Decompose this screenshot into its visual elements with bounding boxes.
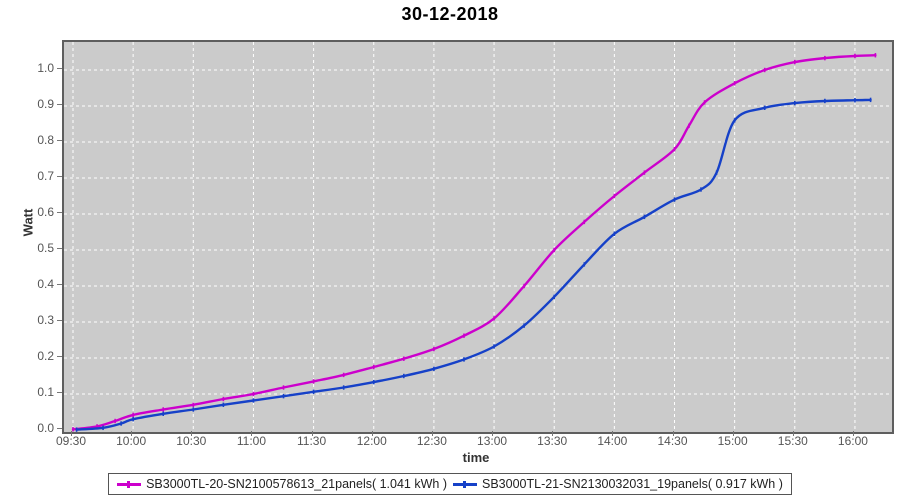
y-tick-label: 0.2: [37, 349, 54, 363]
x-tickmark: [612, 431, 614, 436]
x-tickmark: [552, 431, 554, 436]
y-axis-title: Watt: [20, 208, 36, 237]
y-tick-label: 1.0: [37, 61, 54, 75]
y-tickmark: [57, 176, 62, 177]
y-tickmark: [57, 140, 62, 141]
series-line-0: [71, 54, 877, 431]
series-0-color-swatch: [117, 480, 142, 488]
x-tick-label: 12:00: [356, 434, 387, 448]
x-tick-label: 10:00: [116, 434, 147, 448]
plot-area: [62, 40, 894, 434]
legend-label-inverter-21: SB3000TL-21-SN2130032031_19panels( 0.917…: [482, 477, 783, 491]
plot-canvas: [64, 42, 892, 432]
chart-title: 30-12-2018: [401, 4, 499, 24]
y-tick-label: 0.7: [37, 169, 54, 183]
y-tick-label: 0.8: [37, 133, 54, 147]
y-tickmark: [57, 68, 62, 69]
x-tickmark: [492, 431, 494, 436]
x-tick-label: 11:30: [297, 434, 327, 448]
x-tickmark: [311, 431, 313, 436]
x-tick-label: 13:00: [477, 434, 508, 448]
x-tick-label: 14:30: [657, 434, 688, 448]
y-tick-label: 0.0: [37, 421, 54, 435]
x-axis-title: time: [462, 450, 490, 465]
x-tickmark: [71, 431, 72, 436]
y-tick-label: 0.3: [37, 313, 54, 327]
legend-item-inverter-21: SB3000TL-21-SN2130032031_19panels( 0.917…: [453, 477, 783, 491]
legend-item-inverter-20: SB3000TL-20-SN2100578613_21panels( 1.041…: [117, 477, 447, 491]
y-tickmark: [57, 212, 62, 213]
x-tickmark: [732, 431, 734, 436]
y-tickmark: [57, 248, 62, 249]
y-tickmark: [57, 320, 62, 321]
y-tick-label: 0.5: [37, 241, 54, 255]
y-tickmark: [57, 392, 62, 393]
y-tick-label: 0.4: [37, 277, 54, 291]
series-1-color-swatch: [453, 480, 477, 488]
y-tick-label: 0.1: [37, 385, 54, 399]
y-tick-label: 0.9: [37, 97, 54, 111]
x-tickmark: [852, 431, 854, 436]
x-tick-label: 11:00: [236, 434, 266, 448]
legend-label-inverter-20: SB3000TL-20-SN2100578613_21panels( 1.041…: [146, 477, 447, 491]
y-tick-label: 0.6: [37, 205, 54, 219]
y-tickmark: [57, 104, 62, 105]
x-tickmark: [131, 431, 133, 436]
x-tickmark: [792, 431, 794, 436]
x-tick-label: 14:00: [597, 434, 628, 448]
x-tick-label: 09:30: [55, 434, 87, 448]
x-tickmark: [672, 431, 674, 436]
x-tick-label: 12:30: [416, 434, 447, 448]
y-tickmark: [57, 428, 62, 429]
x-tickmark: [251, 431, 253, 436]
series-line-1: [75, 98, 872, 431]
x-tick-label: 13:30: [537, 434, 568, 448]
y-tickmark: [57, 356, 62, 357]
x-tickmark: [431, 431, 433, 436]
x-tickmark: [371, 431, 373, 436]
x-tickmark: [191, 431, 193, 436]
y-tickmark: [57, 284, 62, 285]
legend-box: SB3000TL-20-SN2100578613_21panels( 1.041…: [108, 473, 792, 495]
x-tick-label: 15:00: [717, 434, 748, 448]
x-tick-label: 16:00: [837, 434, 868, 448]
x-tick-label: 10:30: [176, 434, 207, 448]
x-tick-label: 15:30: [777, 434, 808, 448]
